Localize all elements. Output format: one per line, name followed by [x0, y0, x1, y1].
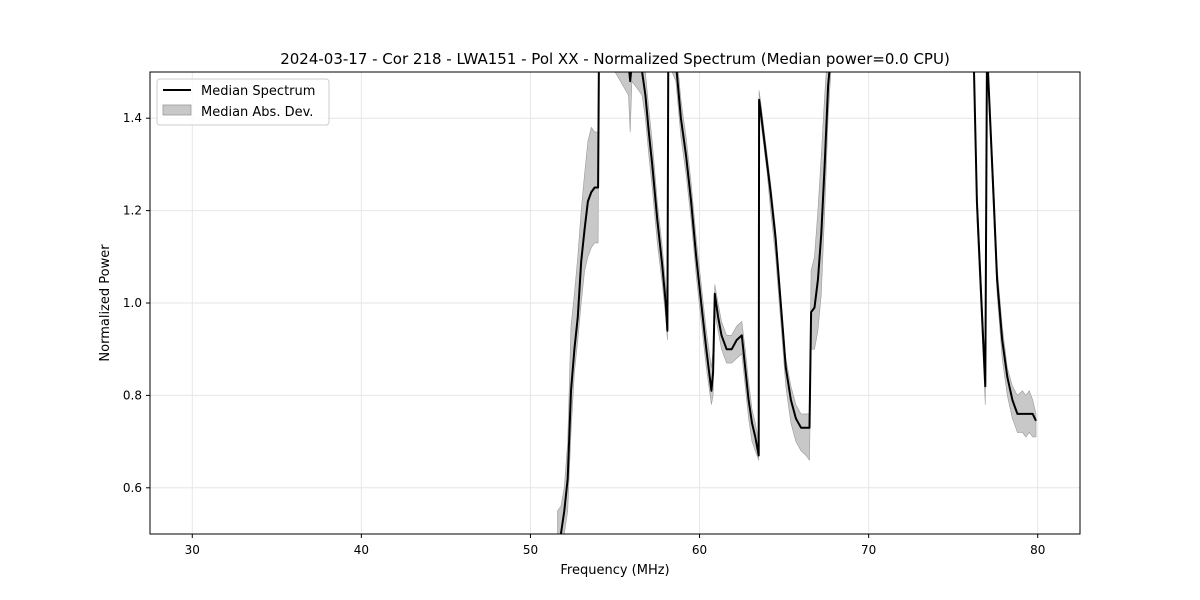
x-axis-label: Frequency (MHz)	[560, 563, 669, 578]
chart-title: 2024-03-17 - Cor 218 - LWA151 - Pol XX -…	[280, 50, 950, 68]
y-tick-label: 1.2	[123, 204, 142, 218]
legend-entry-median-spectrum: Median Spectrum	[201, 84, 315, 99]
y-tick-label: 1.0	[123, 296, 142, 310]
x-tick-label: 50	[523, 543, 538, 557]
legend-box	[156, 78, 330, 126]
median-abs-dev-band	[557, 72, 1037, 534]
x-tick-label: 80	[1030, 543, 1045, 557]
y-tick-label: 1.4	[123, 111, 142, 125]
y-tick-label: 0.6	[123, 481, 142, 495]
y-tick-label: 0.8	[123, 388, 142, 402]
plot-area	[557, 72, 1037, 534]
legend: Median Spectrum Median Abs. Dev.	[156, 78, 330, 126]
x-tick-label: 40	[354, 543, 369, 557]
x-tick-label: 70	[861, 543, 876, 557]
grid	[150, 72, 1080, 534]
x-tick-label: 60	[692, 543, 707, 557]
legend-band-swatch	[162, 104, 192, 116]
legend-entry-median-abs-dev: Median Abs. Dev.	[201, 105, 313, 120]
x-tick-label: 30	[185, 543, 200, 557]
y-axis-label: Normalized Power	[98, 244, 113, 362]
axis-ticks: 30 40 50 60 70 80 0.6 0.8 1.0 1.2 1.4	[123, 111, 1045, 557]
median-spectrum-line	[559, 72, 1037, 534]
